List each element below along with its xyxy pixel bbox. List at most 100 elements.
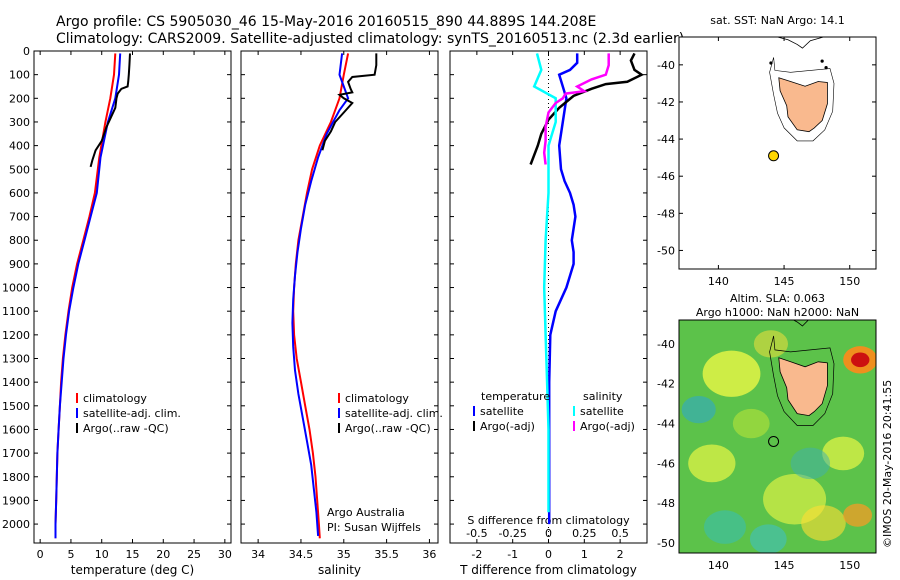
x-tick-label: 34.5 [289, 548, 314, 561]
x-tick-label: -2 [471, 548, 482, 561]
legend-entry: Argo(-adj) [580, 420, 635, 433]
float-position-marker [768, 150, 780, 162]
x-tick-label: -1 [507, 548, 518, 561]
y-tick-label: -48 [657, 497, 675, 510]
y-tick-label: 1600 [2, 423, 30, 436]
x-axis-label: T difference from climatology [459, 563, 637, 577]
sla-anomaly-patch [822, 436, 865, 471]
tasmania-land [778, 357, 828, 417]
x-tick-label: 5 [67, 548, 74, 561]
legend-header-temperature: temperature [481, 390, 550, 403]
sla-anomaly-patch [688, 444, 736, 483]
y-tick-label: 500 [9, 163, 30, 176]
y-tick-label: -42 [657, 378, 675, 391]
series-line-argorawqc [89, 53, 131, 168]
x-tick-label: 34 [251, 548, 265, 561]
legend-entry: satellite [480, 405, 524, 418]
salinity-profile-chart: 34 34.5 35 35.5 36 salinity climatology satelli… [240, 50, 443, 577]
x-axis-label: temperature (deg C) [71, 563, 194, 577]
x-tick-label: 10 [95, 548, 109, 561]
sla-anomaly-patch [732, 408, 770, 439]
x2-tick-label: 0 [545, 527, 552, 540]
y-tick-label: -48 [657, 207, 675, 220]
island [820, 59, 824, 63]
sla-anomaly-patch [702, 350, 761, 397]
island [824, 66, 828, 70]
y-tick-label: 1400 [2, 376, 30, 389]
x-tick-label: 140 [708, 275, 729, 288]
sst-map: sat. SST: NaN Argo: 14.1 -50 -48 -46 -44 -42 -… [657, 14, 877, 288]
x-axis-label: salinity [318, 563, 361, 577]
y-tick-label: -46 [657, 457, 675, 470]
plot-frame [33, 50, 232, 544]
mainland-coast [792, 320, 809, 327]
x-tick-label: 2 [617, 548, 624, 561]
legend-entry: Argo(-adj) [480, 420, 535, 433]
series-line-satellite [532, 53, 557, 513]
y-tick-label: 1500 [2, 400, 30, 413]
y-tick-label: -46 [657, 170, 675, 183]
shelf-contour [769, 57, 835, 142]
legend-entry: climatology [83, 392, 147, 405]
island [769, 61, 773, 65]
y-tick-label: -40 [657, 338, 675, 351]
legend-entry: satellite [580, 405, 624, 418]
x-tick-label: 145 [774, 275, 795, 288]
x-tick-label: 25 [187, 548, 201, 561]
sla-anomaly-patch [851, 352, 870, 368]
legend-header-salinity: salinity [583, 390, 623, 403]
sla-anomaly-patch [753, 330, 789, 358]
legend-entry: satellite-adj. clim. [345, 407, 443, 420]
x2-tick-label: 0.25 [572, 527, 597, 540]
sla-anomaly-patch [790, 447, 831, 480]
y-tick-label: 1000 [2, 282, 30, 295]
series-line-satellite [547, 53, 579, 525]
y-tick-label: 1800 [2, 471, 30, 484]
x-tick-label: 0 [545, 548, 552, 561]
map-content [769, 37, 835, 142]
y-tick-label: -50 [657, 537, 675, 550]
y-tick-label: 1100 [2, 305, 30, 318]
map-frame [678, 319, 877, 554]
sla-anomaly-patch [681, 395, 716, 424]
y-tick-label: 400 [9, 140, 30, 153]
map-title-line-2: Argo h1000: NaN h2000: NaN [696, 306, 859, 319]
map-title-line-1: Altim. SLA: 0.063 [730, 292, 825, 305]
x2-tick-label: -0.5 [466, 527, 487, 540]
y-tick-label: 1700 [2, 447, 30, 460]
x-tick-label: 15 [126, 548, 140, 561]
map-title: sat. SST: NaN Argo: 14.1 [710, 14, 844, 27]
x-tick-label: 150 [839, 275, 860, 288]
y-tick-label: 1900 [2, 494, 30, 507]
series-line-argorawqc [321, 53, 378, 151]
watermark: ©IMOS 20-May-2016 20:41:55 [881, 380, 894, 548]
series-line-satelliteadjclim [291, 53, 350, 536]
legend-entry: satellite-adj. clim. [83, 407, 181, 420]
difference-profile-chart: -2 -1 0 1 2 T difference from climatology -0.5… [449, 50, 648, 577]
y-tick-label: 700 [9, 211, 30, 224]
tasmania-land [778, 77, 828, 133]
y-tick-label: -44 [657, 418, 675, 431]
map-content [679, 320, 876, 553]
x-tick-label: 36 [422, 548, 436, 561]
title-line-1: Argo profile: CS 5905030_46 15-May-2016 … [56, 14, 596, 30]
y-tick-label: 0 [23, 45, 30, 58]
x-tick-label: 0 [37, 548, 44, 561]
y-tick-label: -50 [657, 244, 675, 257]
y-tick-label: -42 [657, 96, 675, 109]
legend-entry: Argo(..raw -QC) [345, 422, 431, 435]
x-tick-label: 30 [218, 548, 232, 561]
x-tick-label: 1 [581, 548, 588, 561]
sla-anomaly-patch [801, 505, 846, 541]
x-tick-label: 145 [774, 559, 795, 572]
legend-entry: climatology [345, 392, 409, 405]
shelf-contour [769, 335, 835, 426]
y-tick-label: 900 [9, 258, 30, 271]
x-tick-label: 35 [337, 548, 351, 561]
sla-anomaly-patch [703, 510, 746, 544]
series-line-argoadj [542, 53, 610, 165]
annotation-line-1: Argo Australia [327, 506, 405, 519]
temperature-profile-chart: 0100200300400500600700800900100011001200… [2, 45, 232, 577]
